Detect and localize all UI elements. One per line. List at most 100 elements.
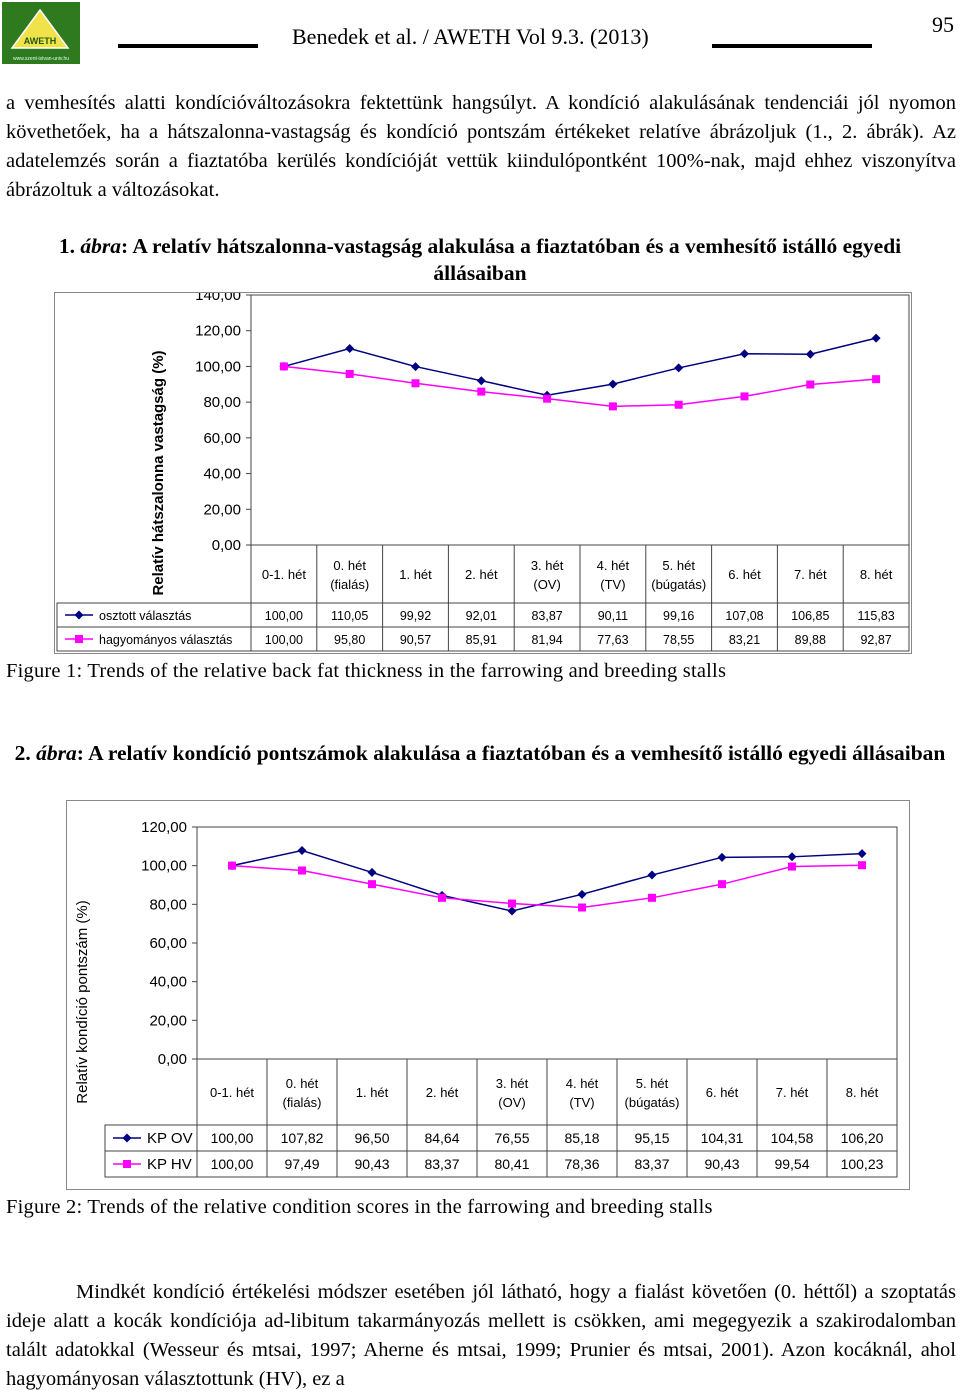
chart2-data-label: 78,36 xyxy=(564,1156,599,1172)
closing-paragraph: Mindkét kondíció értékelési módszer eset… xyxy=(6,1281,956,1390)
chart2-data-label: 80,41 xyxy=(494,1156,529,1172)
chart2-x-tick-label: (búgatás) xyxy=(625,1095,680,1110)
chart2-data-label: 104,58 xyxy=(771,1130,814,1146)
chart1-x-tick-label: (OV) xyxy=(533,577,560,592)
chart1-data-label: 85,91 xyxy=(466,633,497,647)
chart2-data-point xyxy=(787,852,797,862)
chart1-data-label: 90,57 xyxy=(400,633,431,647)
chart1-data-label: 95,80 xyxy=(334,633,365,647)
chart2-data-point xyxy=(298,866,306,875)
chart1-y-axis-label: Relatív hátszalonna vastagság (%) xyxy=(150,350,167,595)
chart1-x-tick-label: 7. hét xyxy=(794,567,827,582)
chart2-plot-area xyxy=(196,826,898,1060)
chart1-x-tick-label: (TV) xyxy=(600,577,625,592)
chart1-data-point xyxy=(477,387,486,396)
chart1-data-label: 99,92 xyxy=(400,609,431,623)
chart2-data-label: 76,55 xyxy=(494,1130,529,1146)
chart1-data-point xyxy=(805,349,815,359)
figure1-chart-svg: Relatív hátszalonna vastagság (%) 0,00 20,… xyxy=(56,287,910,652)
chart1-legend-name: osztott választás xyxy=(99,609,191,623)
figure2-english-caption: Figure 2: Trends of the relative conditi… xyxy=(6,1196,713,1218)
chart2-x-tick-label: 4. hét xyxy=(566,1076,599,1091)
figure2-chart-svg: Relatív kondíció pontszám (%) 0,00 20,00 40… xyxy=(74,819,898,1178)
chart2-data-label: 107,82 xyxy=(281,1130,324,1146)
chart2-y-tick-label: 80,00 xyxy=(149,896,187,913)
chart1-y-tick-label: 40,00 xyxy=(203,466,241,483)
chart2-data-label: 97,49 xyxy=(284,1156,319,1172)
chart1-x-tick-label: 5. hét xyxy=(662,558,695,573)
chart1-data-label: 100,00 xyxy=(265,609,303,623)
chart2-x-tick-label: (TV) xyxy=(569,1095,594,1110)
logo-text: AWETH xyxy=(24,36,57,46)
chart2-data-label: 100,23 xyxy=(841,1156,884,1172)
chart2-legend-marker xyxy=(123,1160,131,1168)
chart2-data-point xyxy=(367,867,377,877)
chart1-y-tick-label: 20,00 xyxy=(203,501,241,518)
chart1-data-label: 92,87 xyxy=(860,633,891,647)
chart2-data-label: 84,64 xyxy=(424,1130,459,1146)
chart2-data-label: 100,00 xyxy=(211,1130,254,1146)
figure1-chart: Relatív hátszalonna vastagság (%) 0,00 20,… xyxy=(54,287,912,654)
chart2-data-label: 95,15 xyxy=(634,1130,669,1146)
chart1-y-tick-label: 0,00 xyxy=(212,537,241,554)
chart1-y-tick-label: 120,00 xyxy=(195,323,241,340)
chart1-y-tick-label: 80,00 xyxy=(203,394,241,411)
chart1-x-tick-label: 2. hét xyxy=(465,567,498,582)
chart2-data-label: 96,50 xyxy=(354,1130,389,1146)
chart1-x-tick-label: 8. hét xyxy=(860,567,893,582)
chart2-data-point xyxy=(648,893,656,902)
chart1-data-label: 81,94 xyxy=(531,633,562,647)
figure1-caption: 1. ábra: A relatív hátszalonna-vastagság… xyxy=(58,234,902,285)
running-head: Benedek et al. / AWETH Vol 9.3. (2013) xyxy=(292,24,649,49)
chart1-data-label: 107,08 xyxy=(725,609,763,623)
chart1-data-label: 106,85 xyxy=(791,609,829,623)
chart1-data-label: 83,87 xyxy=(531,609,562,623)
chart1-series-line xyxy=(283,337,877,396)
chart2-x-tick-label: 6. hét xyxy=(706,1085,739,1100)
chart2-y-tick-label: 20,00 xyxy=(149,1012,187,1029)
chart1-data-label: 89,88 xyxy=(795,633,826,647)
chart2-legend-marker xyxy=(122,1133,132,1143)
chart1-series-line xyxy=(283,365,877,408)
chart2-data-label: 90,43 xyxy=(354,1156,389,1172)
chart1-x-tick-label: 0-1. hét xyxy=(262,567,306,582)
chart2-data-point xyxy=(508,899,516,908)
chart1-y-tick-label: 60,00 xyxy=(203,430,241,447)
chart2-y-tick-label: 40,00 xyxy=(149,974,187,991)
chart2-data-label: 104,31 xyxy=(701,1130,744,1146)
chart1-data-point xyxy=(871,333,881,343)
chart2-data-point xyxy=(578,903,586,912)
chart1-data-point xyxy=(806,380,815,389)
chart1-data-label: 78,55 xyxy=(663,633,694,647)
chart2-y-tick-label: 120,00 xyxy=(141,819,187,836)
figure2-caption: 2. ábra: A relatív kondíció pontszámok a… xyxy=(14,741,946,765)
chart2-data-point xyxy=(858,861,866,870)
chart1-legend-marker xyxy=(75,635,83,643)
chart2-data-label: 100,00 xyxy=(211,1156,254,1172)
chart2-data-point xyxy=(507,906,517,916)
chart2-data-point xyxy=(577,889,587,899)
chart1-data-label: 110,05 xyxy=(331,609,368,623)
chart2-data-point xyxy=(228,861,236,870)
chart1-data-point xyxy=(740,349,749,359)
header-rule-left xyxy=(118,44,258,48)
chart1-x-tick-label: (fialás) xyxy=(330,577,369,592)
chart2-legend-name: KP OV xyxy=(147,1130,193,1147)
chart2-data-point xyxy=(857,849,867,859)
figure2-chart: Relatív kondíció pontszám (%) 0,00 20,00 40… xyxy=(66,800,910,1190)
chart1-data-point xyxy=(411,379,420,388)
chart1-x-tick-label: 0. hét xyxy=(333,558,366,573)
chart2-data-point xyxy=(717,852,727,862)
chart1-data-point xyxy=(608,402,617,411)
chart1-x-tick-label: 4. hét xyxy=(597,558,630,573)
intro-paragraph: a vemhesítés alatti kondícióváltozásokra… xyxy=(6,92,956,201)
chart2-data-label: 83,37 xyxy=(634,1156,669,1172)
chart1-plot-area xyxy=(250,294,910,546)
chart1-data-label: 77,63 xyxy=(597,633,628,647)
chart2-y-tick-label: 100,00 xyxy=(141,858,187,875)
chart1-data-point xyxy=(345,343,355,353)
chart1-data-point xyxy=(279,362,288,371)
chart1-data-point xyxy=(476,376,486,386)
chart1-data-label: 83,21 xyxy=(729,633,760,647)
chart2-data-label: 85,18 xyxy=(564,1130,599,1146)
